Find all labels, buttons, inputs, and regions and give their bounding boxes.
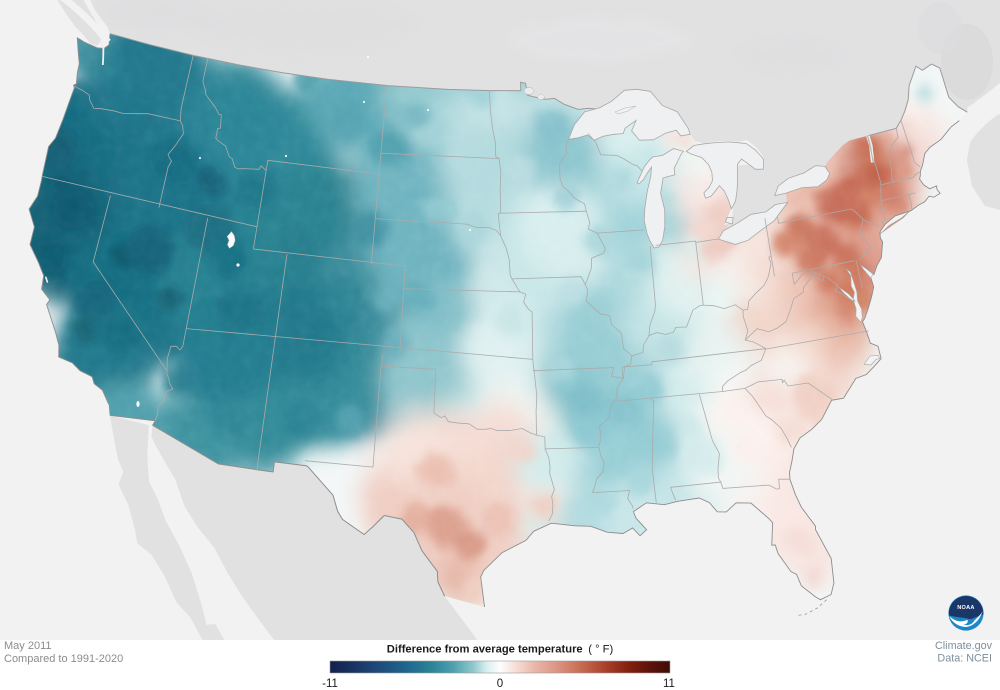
svg-text:Compared to 1991-2020: Compared to 1991-2020: [4, 653, 123, 665]
svg-text:-11: -11: [322, 678, 338, 690]
svg-text:Difference from average temper: Difference from average temperature ( ° …: [387, 644, 614, 656]
svg-text:NOAA: NOAA: [957, 605, 974, 611]
svg-text:11: 11: [663, 678, 675, 690]
svg-text:Data: NCEI: Data: NCEI: [937, 653, 992, 665]
svg-text:Climate.gov: Climate.gov: [935, 640, 993, 652]
svg-text:May 2011: May 2011: [4, 640, 52, 652]
svg-text:0: 0: [497, 678, 503, 690]
